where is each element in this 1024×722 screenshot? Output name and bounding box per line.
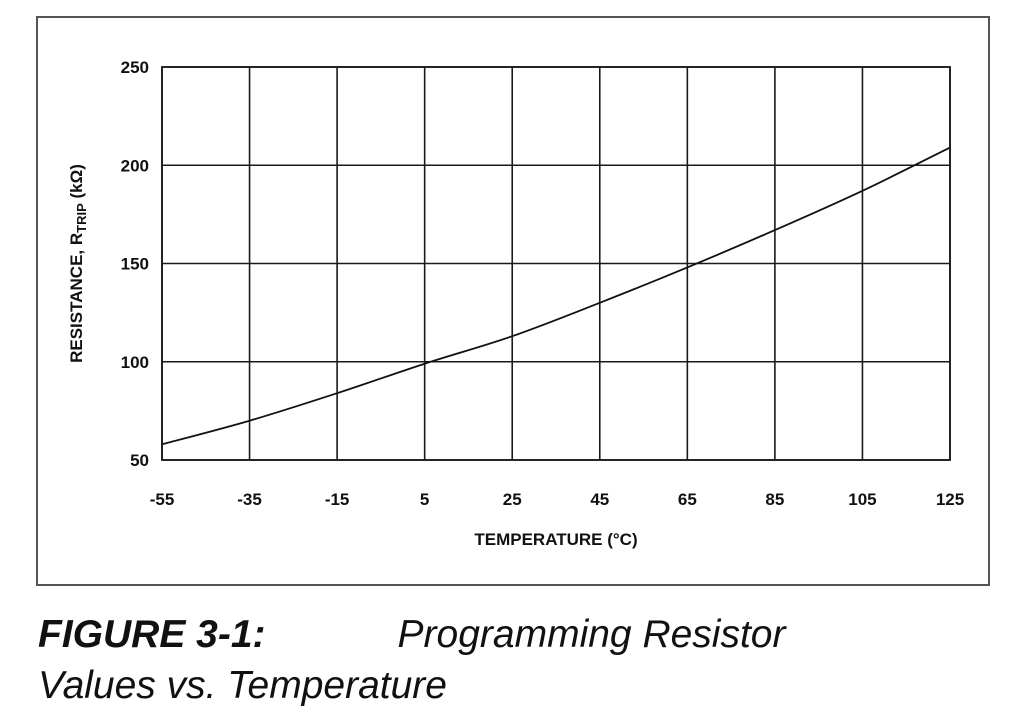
y-axis-title-main: RESISTANCE, R bbox=[67, 233, 86, 363]
x-tick-label: -55 bbox=[150, 490, 175, 509]
y-axis-title-subscript: TRIP bbox=[74, 203, 89, 233]
x-axis-title: TEMPERATURE (°C) bbox=[474, 530, 637, 549]
y-axis-title-unit: (kΩ) bbox=[67, 164, 86, 203]
figure-label: FIGURE 3-1: bbox=[38, 613, 266, 656]
x-tick-label: 25 bbox=[503, 490, 522, 509]
y-tick-label: 200 bbox=[121, 156, 149, 175]
x-tick-label: 5 bbox=[420, 490, 429, 509]
x-tick-label: 65 bbox=[678, 490, 697, 509]
figure-title-line-2: Values vs. Temperature bbox=[38, 664, 447, 707]
y-tick-label: 100 bbox=[121, 353, 149, 372]
chart-frame: -55 -35 -15 5 25 45 65 85 105 125 50 100 150 200 250 TE… bbox=[36, 16, 990, 586]
series-line-rtrip bbox=[162, 148, 950, 445]
figure-title-line-1: Programming Resistor bbox=[398, 613, 786, 656]
y-tick-label: 50 bbox=[130, 451, 149, 470]
figure-caption-line-2: Values vs. Temperature bbox=[38, 666, 447, 705]
resistance-vs-temperature-chart: -55 -35 -15 5 25 45 65 85 105 125 50 100 150 200 250 TE… bbox=[38, 18, 988, 584]
x-tick-label: 125 bbox=[936, 490, 964, 509]
x-tick-label: -35 bbox=[237, 490, 262, 509]
y-axis-title: RESISTANCE, RTRIP (kΩ) bbox=[67, 164, 89, 363]
x-tick-label: 45 bbox=[590, 490, 609, 509]
y-tick-label: 250 bbox=[121, 58, 149, 77]
figure-caption-line-1: FIGURE 3-1: Programming Resistor bbox=[38, 615, 785, 654]
x-tick-label: -15 bbox=[325, 490, 350, 509]
y-tick-label: 150 bbox=[121, 255, 149, 274]
x-tick-label: 85 bbox=[765, 490, 784, 509]
x-tick-label: 105 bbox=[848, 490, 876, 509]
